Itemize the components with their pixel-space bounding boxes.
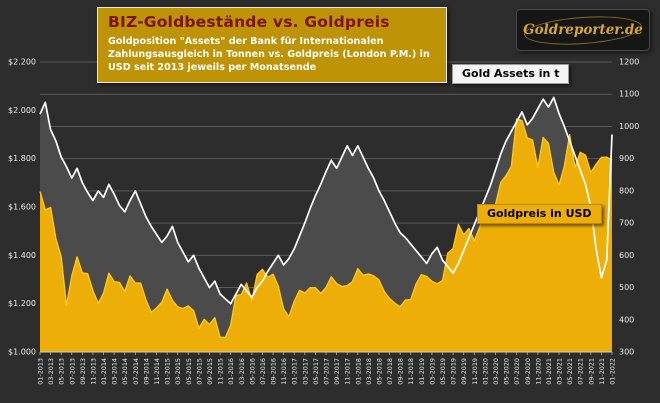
x-axis-tick-label: 05-2014 [121,358,129,385]
x-axis-tick-label: 05-2017 [312,358,320,385]
x-axis-tick-label: 03-2018 [365,358,373,385]
x-axis-tick-label: 07-2015 [195,358,203,385]
left-axis-tick-label: $1.800 [8,154,36,163]
price-line [39,118,613,339]
right-axis-tick-label: 700 [619,219,634,228]
x-axis-tick-label: 05-2020 [503,358,511,385]
left-axis-tick-label: $2.000 [8,106,36,115]
chart-subtitle: Goldposition "Assets" der Bank für Inter… [108,36,430,74]
right-axis-tick-label: 1200 [619,58,639,67]
x-axis-tick-label: 01-2013 [37,358,45,385]
x-axis-tick-label: 09-2018 [397,358,405,385]
right-axis-tick-label: 800 [619,186,634,195]
x-axis-tick-label: 03-2016 [238,358,246,385]
x-axis-tick-label: 09-2021 [587,358,595,385]
x-axis-tick-label: 03-2015 [174,358,182,385]
x-axis-tick-label: 01-2022 [609,358,617,385]
chart-title: BIZ-Goldbestände vs. Goldpreis [108,13,390,31]
x-axis-tick-label: 11-2017 [344,358,352,385]
x-axis-tick-label: 03-2021 [556,358,564,385]
x-axis-tick-label: 07-2020 [513,358,521,385]
assets-series-label: Gold Assets in t [452,64,570,84]
x-axis-tick-label: 03-2017 [301,358,309,385]
x-axis-tick-label: 07-2018 [386,358,394,385]
x-axis-tick-label: 11-2018 [407,358,415,385]
x-axis-tick-label: 11-2013 [89,358,97,385]
logo-text: Goldreporter.de [523,22,643,38]
x-axis-tick-label: 03-2013 [47,358,55,385]
x-axis-tick-label: 01-2016 [227,358,235,385]
price-series-label: Goldpreis in USD [477,204,602,224]
right-axis-tick-label: 600 [619,251,634,260]
right-axis-tick-label: 900 [619,154,634,163]
x-axis-tick-label: 07-2014 [132,358,140,385]
x-axis-tick-label: 07-2019 [450,358,458,385]
x-axis-tick-label: 11-2015 [217,358,225,385]
x-axis-tick-label: 11-2021 [598,358,606,385]
x-axis-tick-label: 01-2018 [354,358,362,385]
x-axis-tick-label: 09-2013 [79,358,87,385]
left-axis-tick-label: $2.200 [8,58,36,67]
x-axis-tick-label: 05-2015 [185,358,193,385]
right-axis-tick-label: 400 [619,315,634,324]
x-axis-tick-label: 09-2017 [333,358,341,385]
title-box: BIZ-Goldbestände vs. Goldpreis Goldposit… [97,7,447,83]
left-axis-tick-label: $1.600 [8,203,36,212]
x-axis-tick-label: 09-2020 [524,358,532,385]
left-axis-tick-label: $1.200 [8,299,36,308]
left-axis-tick-label: $1.400 [8,251,36,260]
x-axis-tick-label: 03-2020 [492,358,500,385]
x-axis-tick-label: 11-2020 [534,358,542,385]
right-axis-tick-label: 300 [619,348,634,357]
x-axis-tick-label: 09-2016 [270,358,278,385]
x-axis-tick-label: 03-2014 [111,358,119,385]
x-axis-tick-label: 01-2019 [418,358,426,385]
x-axis-tick-label: 11-2016 [280,358,288,385]
x-axis-tick-label: 05-2021 [566,358,574,385]
goldreporter-logo: Goldreporter.de [516,9,650,51]
x-axis-tick-label: 01-2021 [545,358,553,385]
x-axis-tick-label: 05-2016 [248,358,256,385]
x-axis-tick-label: 05-2019 [439,358,447,385]
x-axis-tick-label: 09-2014 [142,358,150,385]
x-axis-tick-label: 05-2018 [375,358,383,385]
x-axis-tick-label: 07-2013 [68,358,76,385]
left-axis-tick-label: $1.000 [8,348,36,357]
x-axis-tick-label: 07-2021 [577,358,585,385]
x-axis-tick-label: 11-2019 [471,358,479,385]
x-axis-tick-label: 03-2019 [428,358,436,385]
x-axis-tick-label: 11-2014 [153,358,161,385]
x-axis-tick-label: 01-2020 [481,358,489,385]
x-axis-tick-label: 01-2017 [291,358,299,385]
right-axis-tick-label: 1100 [619,90,639,99]
x-axis-tick-label: 09-2019 [460,358,468,385]
x-axis-tick-label: 07-2017 [323,358,331,385]
right-axis-tick-label: 500 [619,283,634,292]
price-area [40,119,612,352]
x-axis-tick-label: 01-2015 [164,358,172,385]
x-axis-tick-label: 09-2015 [206,358,214,385]
x-axis-tick-label: 07-2016 [259,358,267,385]
x-axis-tick-label: 05-2013 [58,358,66,385]
x-axis-tick-label: 01-2014 [100,358,108,385]
right-axis-tick-label: 1000 [619,122,639,131]
assets-line [39,96,613,305]
